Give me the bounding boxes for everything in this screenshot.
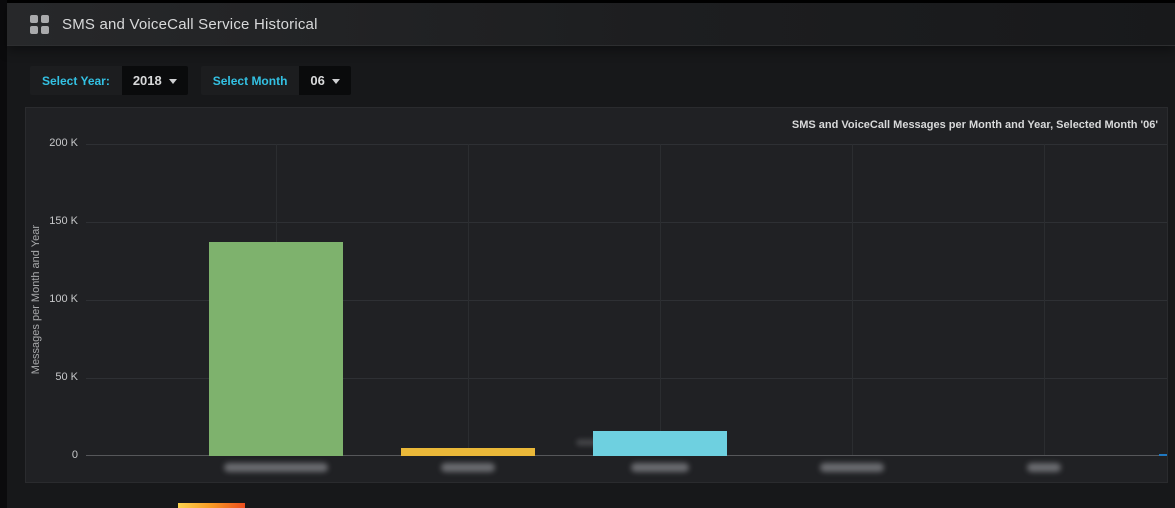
caret-down-icon xyxy=(331,79,340,84)
y-tick-label: 150 K xyxy=(49,215,78,227)
x-axis-label-blurred xyxy=(1027,463,1061,472)
month-label: Select Month xyxy=(212,73,288,88)
y-tick-label: 0 xyxy=(71,449,78,461)
year-dropdown[interactable]: 2018 xyxy=(121,66,188,95)
x-gridline xyxy=(468,144,469,456)
plot-area[interactable]: 0 50 K 100 K 150 K 200 K xyxy=(49,137,1167,472)
year-label: Select Year: xyxy=(42,73,110,88)
dashboard-grid-icon[interactable] xyxy=(30,14,49,34)
y-gridline xyxy=(86,378,1167,379)
chart-panel: SMS and VoiceCall Messages per Month and… xyxy=(25,107,1168,483)
x-axis-label-blurred xyxy=(224,463,328,472)
month-control: Select Month 06 xyxy=(200,66,351,95)
next-panel-gradient-bar xyxy=(178,503,245,508)
dashboard-header: SMS and VoiceCall Service Historical xyxy=(7,0,1175,46)
grid-icon-square xyxy=(30,14,38,23)
y-gridline xyxy=(86,222,1167,223)
chart-title: SMS and VoiceCall Messages per Month and… xyxy=(791,119,1158,131)
x-gridline xyxy=(1044,144,1045,456)
x-axis-label-blurred xyxy=(631,463,689,472)
x-gridline xyxy=(852,144,853,456)
month-dropdown[interactable]: 06 xyxy=(299,66,351,95)
month-value: 06 xyxy=(310,73,325,88)
bar-series-3[interactable] xyxy=(593,431,727,456)
year-value: 2018 xyxy=(132,73,162,88)
grid-icon-square xyxy=(41,25,49,34)
bar-series-1[interactable] xyxy=(209,242,343,456)
dashboard-title: SMS and VoiceCall Service Historical xyxy=(62,15,318,33)
grid-icon-square xyxy=(30,25,38,34)
side-menu-strip xyxy=(0,0,7,508)
x-axis-label-blurred xyxy=(820,463,884,472)
bar-series-2[interactable] xyxy=(401,448,535,456)
caret-down-icon xyxy=(168,79,177,84)
x-gridline xyxy=(660,144,661,456)
y-gridline xyxy=(86,300,1167,301)
year-control: Select Year: 2018 xyxy=(30,66,188,95)
y-tick-label: 50 K xyxy=(55,371,78,383)
y-gridline xyxy=(86,144,1167,145)
variable-controls: Select Year: 2018 Select Month 06 xyxy=(30,66,351,95)
bar-clipped-right-edge[interactable] xyxy=(1159,454,1167,456)
y-tick-label: 100 K xyxy=(49,293,78,305)
x-axis-label-blurred xyxy=(441,463,495,472)
y-tick-label: 200 K xyxy=(49,137,78,149)
grid-icon-square xyxy=(41,14,49,23)
